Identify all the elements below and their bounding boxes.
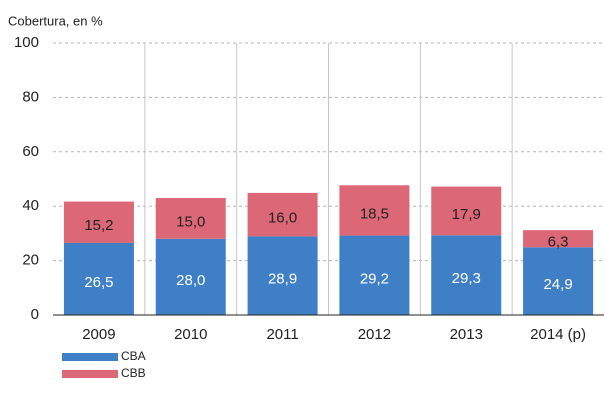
y-tick-label: 80	[22, 88, 39, 105]
legend-swatch	[62, 370, 118, 378]
value-label: 28,9	[268, 271, 297, 288]
bar-segment	[63, 201, 134, 243]
bar-segment	[523, 247, 594, 315]
y-tick-label: 40	[22, 197, 39, 214]
y-tick-label: 100	[14, 34, 39, 51]
value-label: 18,5	[360, 205, 389, 222]
value-label: 16,0	[268, 210, 297, 227]
bar-segment	[247, 192, 318, 237]
y-axis-label: Cobertura, en %	[8, 13, 103, 28]
value-label: 6,3	[548, 234, 569, 251]
y-tick-label: 0	[31, 306, 39, 323]
bar-segment	[155, 198, 226, 239]
x-tick-label: 2013	[450, 326, 483, 343]
bar-segment	[339, 235, 410, 315]
bar-segment	[431, 235, 502, 315]
value-label: 17,9	[452, 206, 481, 223]
x-tick-label: 2014 (p)	[530, 326, 586, 343]
x-tick-label: 2009	[82, 326, 115, 343]
value-label: 15,2	[84, 217, 113, 234]
value-label: 29,3	[452, 270, 481, 287]
x-tick-label: 2010	[174, 326, 207, 343]
y-tick-label: 20	[22, 252, 39, 269]
legend-label: CBA	[121, 349, 146, 363]
bar-segment	[339, 185, 410, 236]
bar-segment	[155, 238, 226, 315]
value-label: 24,9	[543, 276, 572, 293]
value-label: 29,2	[360, 270, 389, 287]
bar-segment	[523, 230, 594, 248]
value-label: 15,0	[176, 213, 205, 230]
legend-label: CBB	[121, 366, 146, 380]
legend-swatch	[62, 353, 118, 361]
y-tick-label: 60	[22, 143, 39, 160]
bar-segment	[247, 236, 318, 315]
value-label: 26,5	[84, 274, 113, 291]
value-label: 28,0	[176, 272, 205, 289]
x-tick-label: 2011	[266, 326, 298, 343]
bar-segment	[431, 186, 502, 236]
x-tick-label: 2012	[358, 326, 391, 343]
bar-segment	[63, 242, 134, 315]
